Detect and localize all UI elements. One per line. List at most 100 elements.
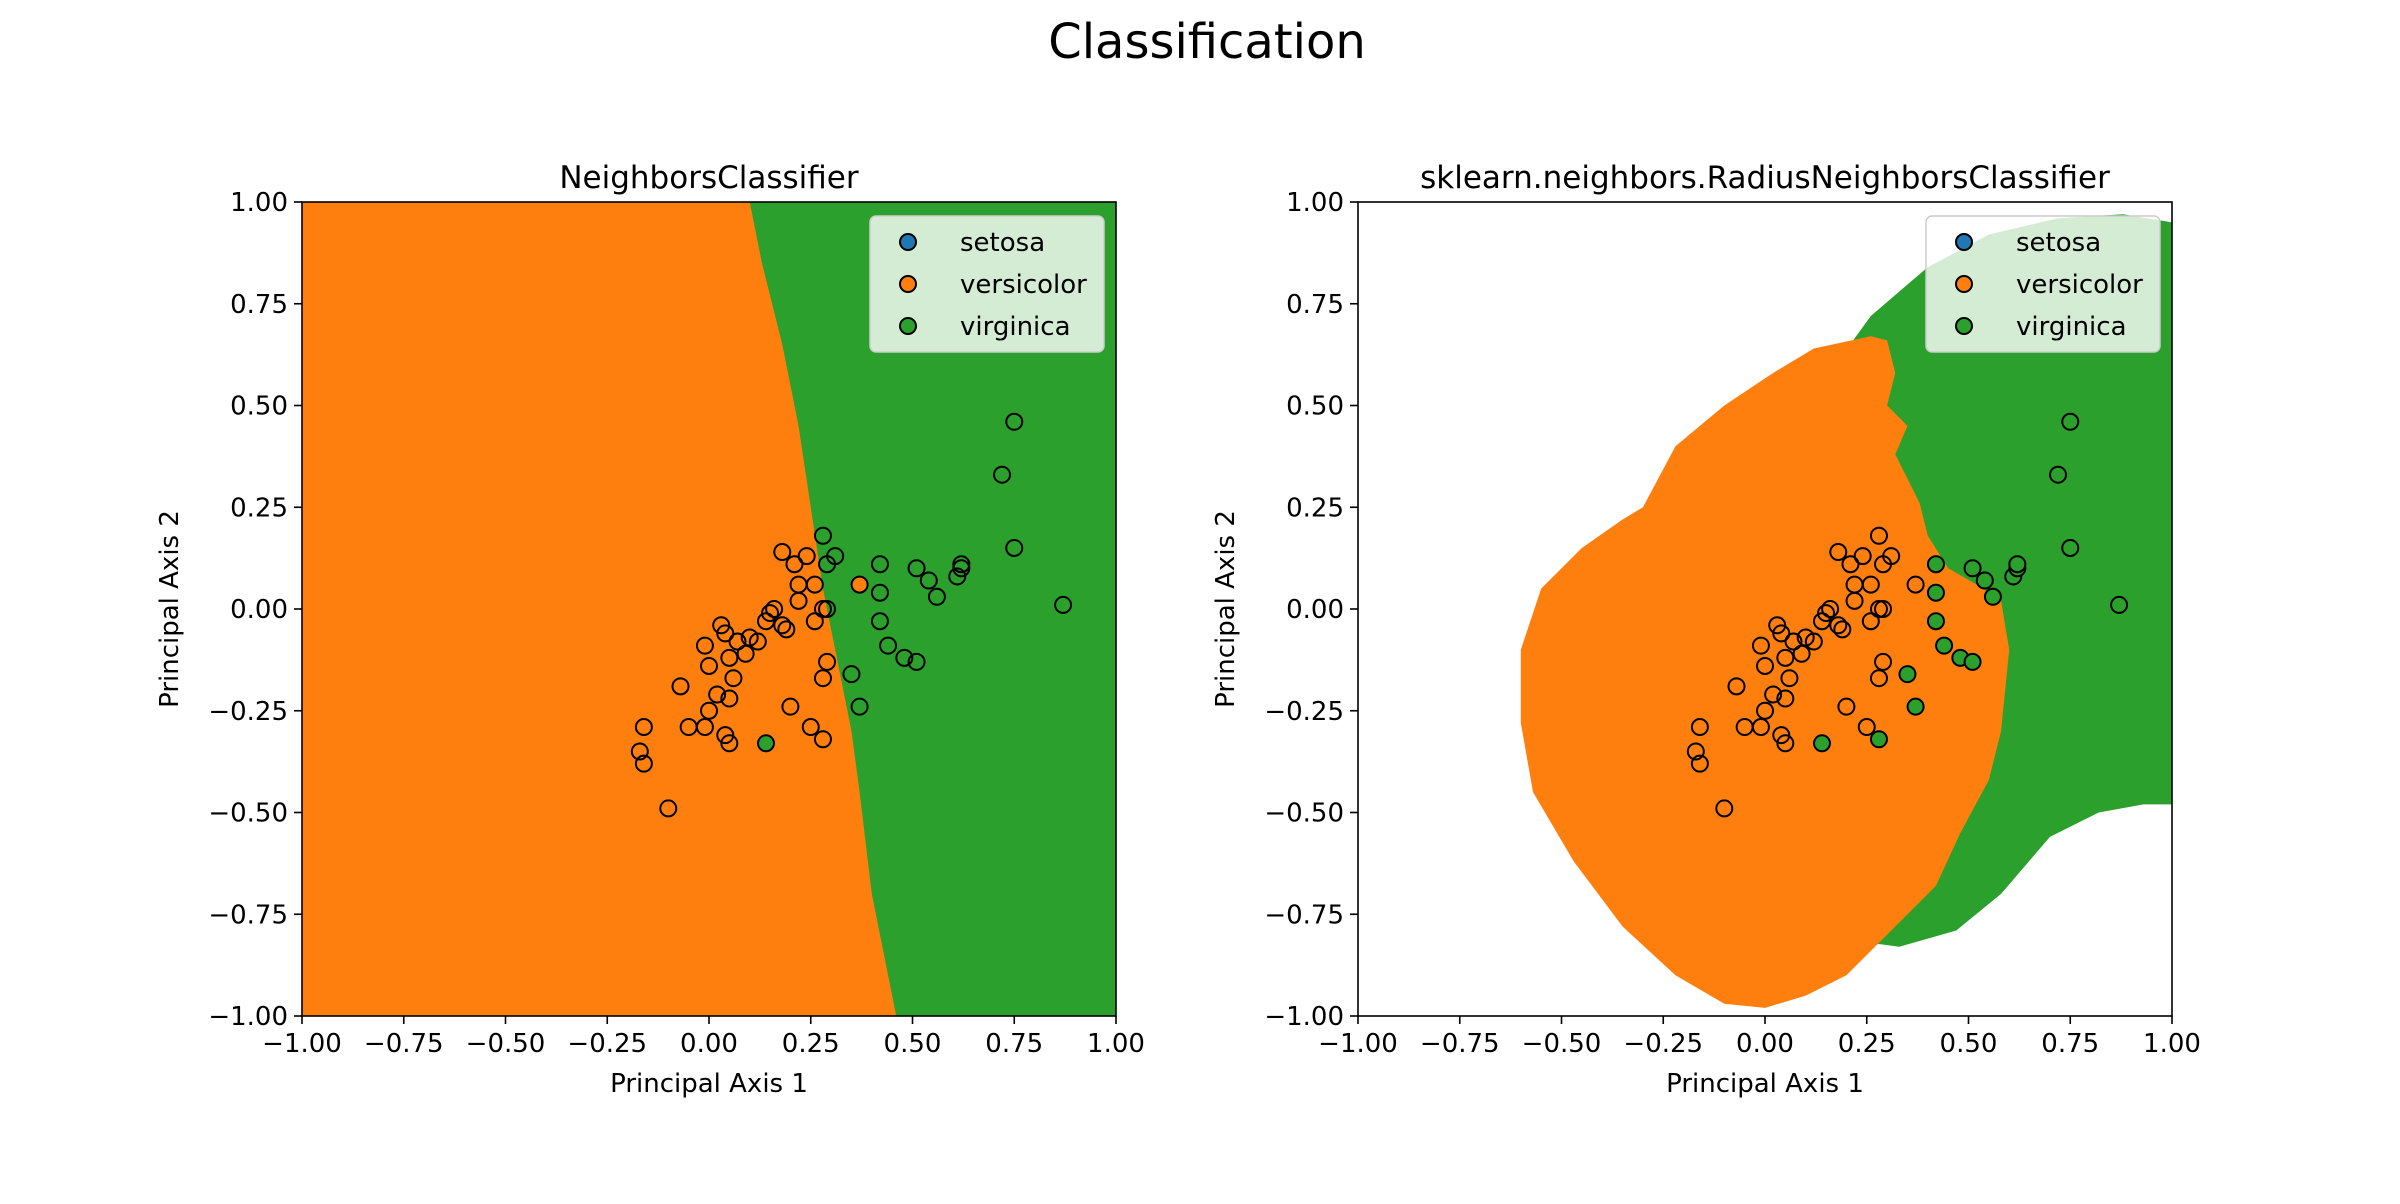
- point-open: [1821, 600, 1840, 618]
- subplot-2: −1.00−1.00 −0.75 −0.75 −0.50 −0.50 −0.25 −0.25…: [1211, 160, 2201, 1099]
- y-tick-label: 0.50: [1286, 392, 1344, 422]
- point-virginica: [1812, 734, 1831, 753]
- legend-marker-virginica: [899, 317, 917, 335]
- point-open: [1829, 616, 1848, 635]
- point-open: [870, 612, 889, 631]
- point-open: [870, 555, 889, 574]
- x-tick-label: 0.25: [782, 1029, 840, 1059]
- point-open: [1853, 547, 1872, 566]
- y-tick-label: −0.50: [1264, 799, 1344, 829]
- scatter-points: [1686, 412, 2129, 818]
- x-tick-label: 0.50: [1940, 1029, 1998, 1059]
- legend: setosa versicolor virginica: [1925, 215, 2161, 353]
- point-open: [1005, 538, 1024, 557]
- point-open: [789, 591, 808, 610]
- legend-marker-setosa: [1955, 233, 1973, 251]
- point-open: [2110, 595, 2129, 614]
- point-open: [785, 555, 804, 574]
- point-open: [1751, 636, 1770, 655]
- point-open: [761, 604, 780, 623]
- point-open: [700, 701, 718, 720]
- point-open: [630, 742, 649, 761]
- y-tick-label: −0.25: [1264, 697, 1344, 727]
- point-open: [1776, 648, 1795, 667]
- point-open: [671, 677, 690, 696]
- point-open: [805, 575, 824, 594]
- y-tick-label: 0.75: [230, 290, 288, 320]
- point-open: [1690, 718, 1709, 737]
- point-open: [801, 718, 820, 737]
- point-open: [728, 632, 747, 651]
- point-open: [1776, 734, 1795, 753]
- x-tick-label: −1.00: [262, 1029, 342, 1059]
- point-open: [1727, 677, 1746, 696]
- y-tick-label: −0.25: [208, 697, 288, 727]
- y-tick-label: −0.50: [208, 799, 288, 829]
- point-virginica: [1926, 612, 1945, 631]
- point-virginica: [1898, 665, 1917, 684]
- x-tick-label: 0.00: [680, 1029, 738, 1059]
- legend-marker-virginica: [1955, 317, 1973, 335]
- point-open: [797, 547, 816, 566]
- point-open: [813, 526, 832, 545]
- point-open: [756, 612, 775, 631]
- point-versicolor: [850, 575, 869, 594]
- point-open: [1829, 543, 1848, 562]
- y-tick-label: −0.75: [1264, 900, 1344, 930]
- point-open: [1874, 600, 1893, 618]
- point-open: [634, 718, 653, 737]
- x-tick-label: 1.00: [1087, 1029, 1145, 1059]
- point-open: [1861, 612, 1880, 631]
- y-tick-label: 0.25: [1286, 493, 1344, 523]
- y-axis-label: Principal Axis 2: [1211, 510, 1241, 708]
- point-open: [777, 620, 796, 639]
- point-open: [1845, 591, 1864, 610]
- subplot-1: −1.00−1.00 −0.75 −0.75 −0.50 −0.50 −0.25 −0.25…: [155, 160, 1145, 1099]
- point-open: [773, 616, 792, 635]
- point-open: [1686, 742, 1705, 761]
- point-open: [1833, 620, 1852, 639]
- point-virginica: [1906, 697, 1925, 716]
- x-tick-label: −0.50: [466, 1029, 546, 1059]
- point-virginica: [1935, 636, 1954, 655]
- point-open: [748, 632, 767, 651]
- point-open: [1054, 595, 1073, 614]
- point-open: [919, 571, 938, 590]
- point-open: [700, 656, 718, 675]
- point-open: [1792, 644, 1811, 663]
- y-axis-label: Principal Axis 2: [155, 510, 185, 708]
- point-open: [1796, 628, 1815, 647]
- point-open: [1772, 726, 1791, 745]
- legend-label-versicolor: versicolor: [2016, 270, 2143, 300]
- point-open: [952, 555, 971, 574]
- point-open: [736, 644, 755, 663]
- x-tick-label: 0.25: [1838, 1029, 1896, 1059]
- x-axis-label: Principal Axis 1: [610, 1069, 808, 1099]
- legend-label-virginica: virginica: [2016, 312, 2127, 342]
- point-open: [781, 697, 800, 716]
- point-open: [720, 734, 739, 753]
- point-open: [1812, 612, 1831, 631]
- point-open: [1768, 616, 1787, 635]
- legend-marker-setosa: [899, 233, 917, 251]
- point-open: [1869, 526, 1888, 545]
- legend-marker-versicolor: [1955, 275, 1973, 293]
- point-open: [2061, 538, 2080, 557]
- point-open: [724, 669, 743, 688]
- point-open: [1874, 652, 1893, 671]
- figure-title: Classification: [1048, 14, 1366, 70]
- y-tick-label: 0.75: [1286, 290, 1344, 320]
- point-open: [850, 697, 869, 716]
- panels: −1.00−1.00−0.75−0.75−0.50−0.50−0.25−0.25…: [155, 160, 2201, 1099]
- point-open: [895, 648, 914, 667]
- point-open: [948, 567, 967, 586]
- point-virginica: [1926, 583, 1945, 602]
- point-open: [1861, 575, 1880, 594]
- legend-label-setosa: setosa: [960, 228, 1045, 258]
- legend-marker-versicolor: [899, 275, 917, 293]
- y-tick-label: 0.50: [230, 392, 288, 422]
- subplot-title: sklearn.neighbors.RadiusNeighborsClassif…: [1420, 160, 2110, 196]
- point-virginica: [1963, 559, 1982, 578]
- point-virginica: [1963, 652, 1982, 671]
